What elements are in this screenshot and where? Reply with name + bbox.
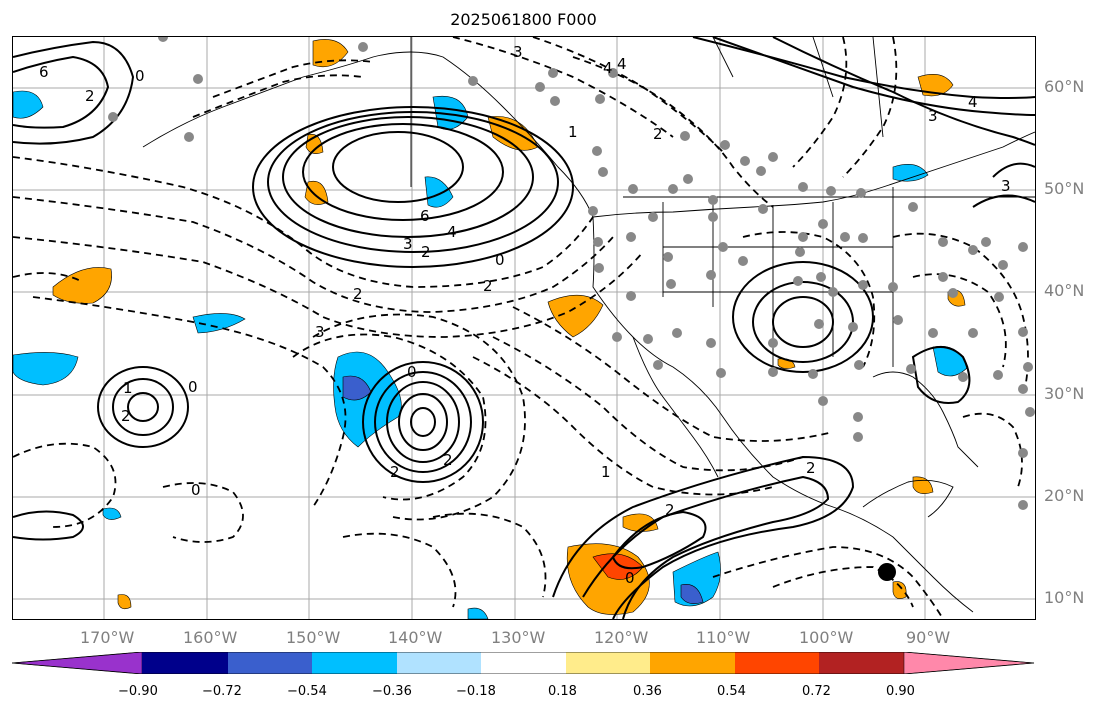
- svg-text:6: 6: [39, 63, 49, 81]
- colorbar-tick-label: 0.36: [633, 684, 662, 699]
- svg-text:4: 4: [968, 93, 978, 111]
- lat-label-40n: 40°N: [1044, 281, 1085, 300]
- map-svg: 6 4 3 2 0 2 3 4 2 2 0 1 2 2 0 0 2 3 4 6 …: [13, 37, 1035, 619]
- svg-text:1: 1: [123, 379, 133, 397]
- svg-text:2: 2: [806, 459, 816, 477]
- solid-contours: [13, 37, 1035, 619]
- svg-text:0: 0: [191, 481, 201, 499]
- lat-label-10n: 10°N: [1044, 588, 1085, 607]
- lon-label-130w: 130°W: [491, 628, 546, 647]
- lat-label-20n: 20°N: [1044, 486, 1085, 505]
- svg-text:1: 1: [601, 463, 611, 481]
- svg-text:2: 2: [85, 87, 95, 105]
- colorbar-tick-label: −0.72: [202, 684, 242, 699]
- colorbar-seg-3: [312, 652, 397, 674]
- map-title: 2025061800 F000: [450, 10, 597, 29]
- svg-text:2: 2: [353, 285, 363, 303]
- svg-text:2: 2: [483, 277, 493, 295]
- colorbar-seg-8: [735, 652, 819, 674]
- svg-text:4: 4: [447, 223, 457, 241]
- lon-label-100w: 100°W: [799, 628, 854, 647]
- svg-text:0: 0: [407, 363, 417, 381]
- colorbar-tick-label: 0.72: [802, 684, 831, 699]
- svg-text:3: 3: [928, 107, 938, 125]
- colorbar-tick-label: −0.54: [287, 684, 327, 699]
- svg-text:2: 2: [121, 407, 131, 425]
- colorbar-seg-10: [903, 651, 1035, 675]
- svg-text:0: 0: [135, 67, 145, 85]
- colorbar-tick-label: −0.90: [118, 684, 158, 699]
- anomaly-fills: [13, 39, 969, 619]
- lat-label-60n: 60°N: [1044, 77, 1085, 96]
- svg-text:0: 0: [188, 378, 198, 396]
- lon-label-150w: 150°W: [286, 628, 341, 647]
- colorbar-seg-5: [481, 652, 566, 674]
- lat-label-50n: 50°N: [1044, 179, 1085, 198]
- colorbar-seg-2: [228, 652, 312, 674]
- colorbar-tick-label: 0.54: [717, 684, 746, 699]
- svg-text:3: 3: [1001, 177, 1011, 195]
- lon-label-90w: 90°W: [906, 628, 951, 647]
- lat-label-30n: 30°N: [1044, 384, 1085, 403]
- location-marker: [878, 563, 896, 581]
- contour-labels: 6 4 3 2 0 2 3 4 2 2 0 1 2 2 0 0 2 3 4 6 …: [39, 43, 1011, 587]
- svg-text:2: 2: [421, 243, 431, 261]
- colorbar-seg-7: [650, 652, 735, 674]
- colorbar: [11, 651, 1036, 678]
- colorbar-seg-1: [142, 652, 228, 674]
- colorbar-svg: [11, 651, 1035, 675]
- svg-text:3: 3: [315, 323, 325, 341]
- svg-text:4: 4: [617, 55, 627, 73]
- lon-label-140w: 140°W: [388, 628, 443, 647]
- map-area: 6 4 3 2 0 2 3 4 2 2 0 1 2 2 0 0 2 3 4 6 …: [12, 36, 1036, 620]
- svg-text:2: 2: [443, 451, 453, 469]
- svg-text:2: 2: [665, 501, 675, 519]
- lon-label-120w: 120°W: [594, 628, 649, 647]
- colorbar-tick-label: 0.18: [548, 684, 577, 699]
- colorbar-seg-4: [397, 652, 481, 674]
- svg-text:3: 3: [513, 43, 523, 61]
- svg-text:1: 1: [568, 123, 578, 141]
- lon-label-110w: 110°W: [696, 628, 751, 647]
- colorbar-tick-label: 0.90: [886, 684, 915, 699]
- svg-text:3: 3: [403, 235, 413, 253]
- colorbar-tick-label: −0.36: [372, 684, 412, 699]
- lon-label-170w: 170°W: [80, 628, 135, 647]
- svg-text:2: 2: [390, 463, 400, 481]
- lon-label-160w: 160°W: [183, 628, 238, 647]
- colorbar-seg-6: [566, 652, 650, 674]
- svg-text:0: 0: [625, 569, 635, 587]
- station-dots: [108, 37, 1035, 510]
- colorbar-tick-label: −0.18: [456, 684, 496, 699]
- svg-text:0: 0: [495, 251, 505, 269]
- svg-text:6: 6: [420, 207, 430, 225]
- svg-text:2: 2: [653, 125, 663, 143]
- colorbar-seg-9: [819, 652, 904, 674]
- svg-text:4: 4: [603, 59, 613, 77]
- colorbar-seg-0: [11, 651, 143, 675]
- dashed-contours: [13, 37, 1029, 619]
